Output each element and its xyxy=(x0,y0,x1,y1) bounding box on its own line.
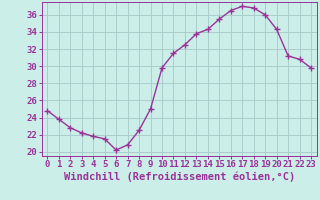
X-axis label: Windchill (Refroidissement éolien,°C): Windchill (Refroidissement éolien,°C) xyxy=(64,172,295,182)
